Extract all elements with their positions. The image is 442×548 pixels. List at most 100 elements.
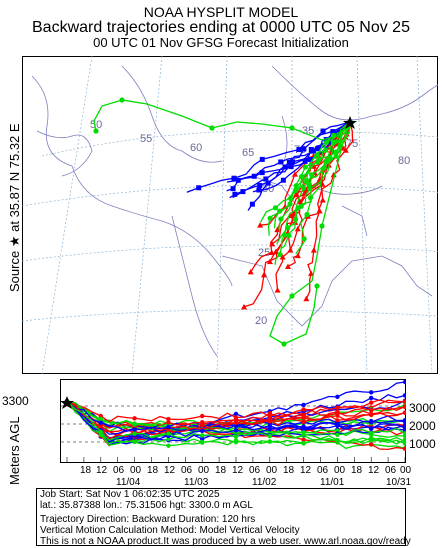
profile-trajectory-marker	[166, 416, 171, 422]
map-trajectory-marker	[274, 287, 281, 293]
map-trajectory-marker	[272, 205, 279, 211]
map-trajectory-marker	[310, 247, 317, 253]
map-trajectory-marker	[280, 177, 286, 183]
profile-trajectory-marker	[233, 438, 239, 443]
map-trajectory-marker	[257, 182, 263, 188]
profile-trajectory-marker	[369, 430, 374, 436]
profile-trajectory-marker	[369, 418, 374, 424]
profile-trajectory-marker	[402, 431, 406, 436]
profile-trajectory-marker	[335, 421, 340, 427]
profile-trajectory-marker	[98, 425, 103, 430]
map-trajectory-marker	[299, 173, 305, 180]
profile-trajectory-marker	[369, 395, 374, 401]
profile-trajectory-marker	[267, 433, 272, 439]
map-trajectory-marker	[247, 268, 254, 275]
map-trajectory-marker	[272, 248, 279, 254]
time-tick: 12	[232, 465, 244, 476]
time-tick: 00	[400, 465, 412, 476]
profile-trajectories	[64, 379, 406, 451]
map-trajectory-marker	[289, 293, 295, 299]
map-trajectory-marker	[266, 258, 273, 265]
map-trajectory-marker	[309, 172, 315, 178]
profile-trajectory-marker	[301, 412, 306, 418]
map-trajectory-marker	[286, 232, 292, 239]
height-tick-3000: 3000	[409, 401, 436, 415]
map-trajectory-marker	[209, 125, 215, 131]
profile-trajectory-marker	[301, 437, 306, 442]
time-tick-labels: 18 12 06 00 18 12 06 00 18 12 06 00 18 1…	[80, 465, 412, 477]
time-axis-ticks	[66, 457, 406, 463]
time-tick: 06	[181, 465, 193, 476]
map-trajectory-marker	[315, 159, 321, 165]
profile-trajectory-marker	[402, 439, 406, 444]
map-trajectory-marker	[323, 140, 329, 146]
time-tick: 06	[317, 465, 329, 476]
vertical-motion-method: Vertical Motion Calculation Method: Mode…	[40, 525, 300, 536]
profile-trajectory-marker	[335, 394, 340, 400]
profile-trajectory-marker	[301, 419, 306, 424]
profile-trajectory-marker	[267, 414, 272, 419]
profile-trajectory-marker	[402, 419, 406, 424]
time-tick: 12	[368, 465, 380, 476]
map-trajectory-marker	[231, 175, 237, 181]
profile-trajectory-marker	[369, 435, 374, 441]
profile-trajectory-marker	[369, 426, 374, 431]
source-prefix: Source	[7, 250, 22, 292]
profile-trajectory-marker	[233, 427, 239, 433]
profile-trajectory-marker	[402, 399, 406, 404]
profile-trajectory-marker	[402, 427, 406, 432]
date-label: 11/02	[252, 477, 277, 488]
vertical-axis-label: Meters AGL	[7, 416, 22, 485]
map-trajectory-marker	[311, 163, 318, 169]
source-star-icon: ★	[7, 235, 22, 248]
profile-trajectory-marker	[369, 400, 374, 405]
lat-label: 20	[255, 315, 267, 327]
map-trajectory-marker	[320, 128, 326, 134]
map-trajectory-marker	[256, 187, 262, 193]
map-trajectory-marker	[302, 164, 308, 170]
time-tick: 18	[283, 465, 295, 476]
plot-title: Backward trajectories ending at 0000 UTC…	[32, 19, 410, 36]
map-trajectory-marker	[292, 191, 299, 198]
profile-trajectory-marker	[402, 446, 406, 451]
map-trajectory-marker	[294, 252, 301, 259]
profile-trajectory-marker	[335, 413, 340, 418]
lat-label: 25	[258, 247, 270, 259]
map-trajectory-marker	[310, 148, 316, 154]
date-label: 11/04	[116, 477, 141, 488]
map-trajectory-marker	[277, 251, 283, 258]
model-name: NOAA HYSPLIT MODEL	[143, 4, 299, 20]
trajectory-map: 50 55 60 65 70 75 80 35 30 25 20	[22, 56, 438, 374]
time-tick: 00	[266, 465, 278, 476]
profile-trajectory-marker	[267, 419, 272, 424]
map-trajectory-marker	[119, 97, 125, 103]
profile-trajectory-marker	[335, 428, 340, 433]
map-trajectory-marker	[278, 159, 284, 165]
map-trajectory-marker	[230, 186, 236, 192]
source-coords: lat.: 35.87388 lon.: 75.31506 hgt: 3300.…	[40, 500, 253, 511]
profile-trajectory-marker	[402, 404, 406, 409]
map-trajectory-marker	[286, 159, 292, 165]
map-trajectory-marker	[307, 156, 313, 162]
map-trajectory-marker	[296, 147, 302, 153]
time-tick: 18	[80, 465, 92, 476]
map-trajectory-marker	[304, 211, 310, 218]
profile-trajectory-marker	[233, 417, 239, 422]
time-tick: 18	[215, 465, 227, 476]
time-tick: 00	[334, 465, 346, 476]
profile-trajectory-marker	[335, 418, 340, 423]
profile-trajectory-marker	[335, 409, 340, 415]
profile-trajectory-marker	[98, 429, 103, 435]
map-trajectory-marker	[278, 216, 284, 222]
source-lon: 75.32 E	[7, 123, 22, 169]
time-tick: 12	[300, 465, 312, 476]
profile-trajectory-marker	[166, 436, 171, 442]
map-trajectory-marker	[289, 125, 295, 131]
map-trajectory-marker	[196, 185, 202, 191]
profile-trajectory-marker	[301, 402, 306, 408]
disclaimer: This is not a NOAA product.It was produc…	[40, 536, 411, 547]
map-trajectory-marker	[282, 164, 288, 170]
map-trajectory-marker	[294, 225, 301, 232]
map-trajectory-marker	[259, 156, 265, 162]
time-tick: 06	[385, 465, 397, 476]
